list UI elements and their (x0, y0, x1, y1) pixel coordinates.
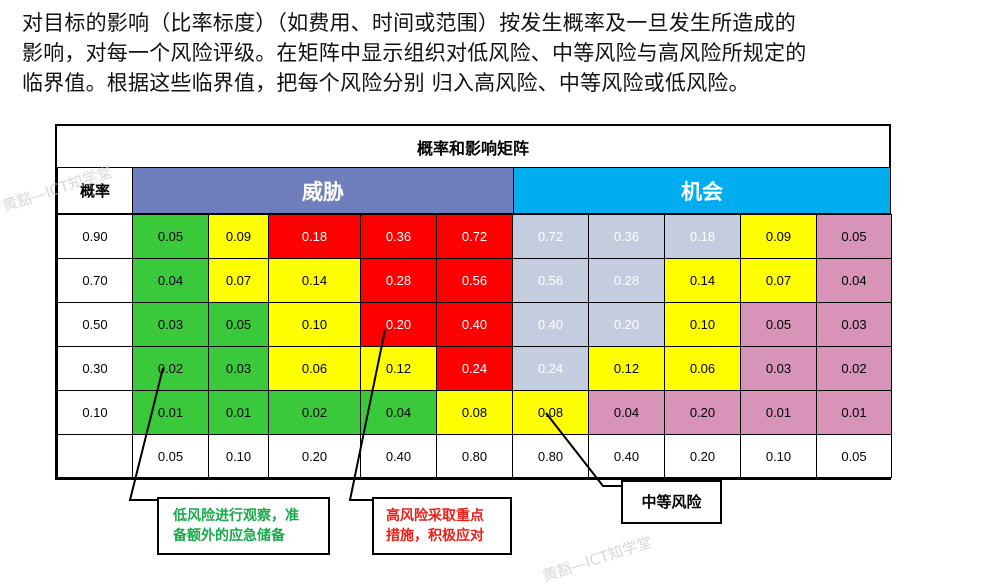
risk-score-cell: 0.04 (588, 390, 665, 435)
high-risk-callout-line-1: 高风险采取重点 (386, 508, 484, 524)
impact-value-cell: 0.05 (816, 434, 892, 478)
probability-cell: 0.50 (57, 302, 133, 347)
opportunity-header: 机会 (513, 167, 891, 214)
impact-value-cell: 0.80 (512, 434, 589, 478)
impact-value-cell: 0.05 (132, 434, 209, 478)
impact-value-cell: 0.40 (588, 434, 665, 478)
risk-score-cell: 0.04 (132, 258, 209, 303)
impact-value-cell: 0.10 (740, 434, 817, 478)
risk-score-cell: 0.02 (132, 346, 209, 391)
medium-risk-callout-text: 中等风险 (641, 493, 702, 511)
probability-cell: 0.70 (57, 258, 133, 303)
risk-score-cell: 0.03 (132, 302, 209, 347)
impact-value-cell: 0.40 (360, 434, 437, 478)
impact-value-cell: 0.20 (268, 434, 361, 478)
intro-text: 对目标的影响（比率标度）（如费用、时间或范围）按发生概率及一旦发生所造成的 影响… (22, 8, 972, 98)
risk-score-cell: 0.56 (436, 258, 513, 303)
risk-score-cell: 0.07 (740, 258, 817, 303)
high-risk-pointer (348, 329, 386, 501)
risk-score-cell: 0.05 (816, 214, 892, 259)
risk-score-cell: 0.01 (132, 390, 209, 435)
intro-line-3: 临界值。根据这些临界值，把每个风险分别 归入高风险、中等风险或低风险。 (22, 71, 750, 95)
empty-corner-cell (57, 434, 133, 478)
low-risk-callout-line-1: 低风险进行观察，准 (173, 508, 299, 524)
risk-score-cell: 0.08 (512, 390, 589, 435)
threat-header: 威胁 (132, 167, 514, 214)
risk-score-cell: 0.24 (436, 346, 513, 391)
low-risk-pointer (128, 367, 164, 501)
risk-score-cell: 0.20 (588, 302, 665, 347)
risk-score-cell: 0.14 (268, 258, 361, 303)
risk-score-cell: 0.36 (360, 214, 437, 259)
medium-risk-pointer (545, 412, 622, 487)
medium-risk-callout: 中等风险 (621, 480, 722, 524)
impact-value-cell: 0.10 (208, 434, 269, 478)
risk-score-cell: 0.24 (512, 346, 589, 391)
risk-score-cell: 0.72 (512, 214, 589, 259)
risk-score-cell: 0.72 (436, 214, 513, 259)
matrix-title: 概率和影响矩阵 (416, 138, 529, 158)
high-risk-callout: 高风险采取重点 措施，积极应对 (372, 497, 512, 555)
risk-score-cell: 0.03 (208, 346, 269, 391)
risk-score-cell: 0.01 (208, 390, 269, 435)
probability-cell: 0.30 (57, 346, 133, 391)
risk-score-cell: 0.10 (268, 302, 361, 347)
risk-score-cell: 0.05 (132, 214, 209, 259)
intro-line-1: 对目标的影响（比率标度）（如费用、时间或范围）按发生概率及一旦发生所造成的 (22, 11, 796, 35)
risk-score-cell: 0.56 (512, 258, 589, 303)
risk-score-cell: 0.02 (816, 346, 892, 391)
risk-score-cell: 0.03 (740, 346, 817, 391)
impact-value-cell: 0.20 (664, 434, 741, 478)
intro-line-2: 影响，对每一个风险评级。在矩阵中显示组织对低风险、中等风险与高风险所规定的 (22, 41, 807, 65)
risk-score-cell: 0.36 (588, 214, 665, 259)
risk-score-cell: 0.08 (436, 390, 513, 435)
risk-score-cell: 0.01 (816, 390, 892, 435)
risk-score-cell: 0.09 (208, 214, 269, 259)
risk-score-cell: 0.40 (512, 302, 589, 347)
risk-score-cell: 0.18 (664, 214, 741, 259)
risk-score-cell: 0.04 (360, 390, 437, 435)
low-risk-callout-line-2: 备额外的应急储备 (173, 528, 285, 544)
risk-score-cell: 0.01 (740, 390, 817, 435)
risk-score-cell: 0.18 (268, 214, 361, 259)
probability-impact-matrix: 概率和影响矩阵 概率 威胁 机会 0.90 0.05 0.09 0.18 0.36 0.7… (55, 124, 892, 480)
low-risk-callout: 低风险进行观察，准 备额外的应急储备 (157, 497, 330, 555)
high-risk-callout-line-2: 措施，积极应对 (386, 528, 484, 544)
